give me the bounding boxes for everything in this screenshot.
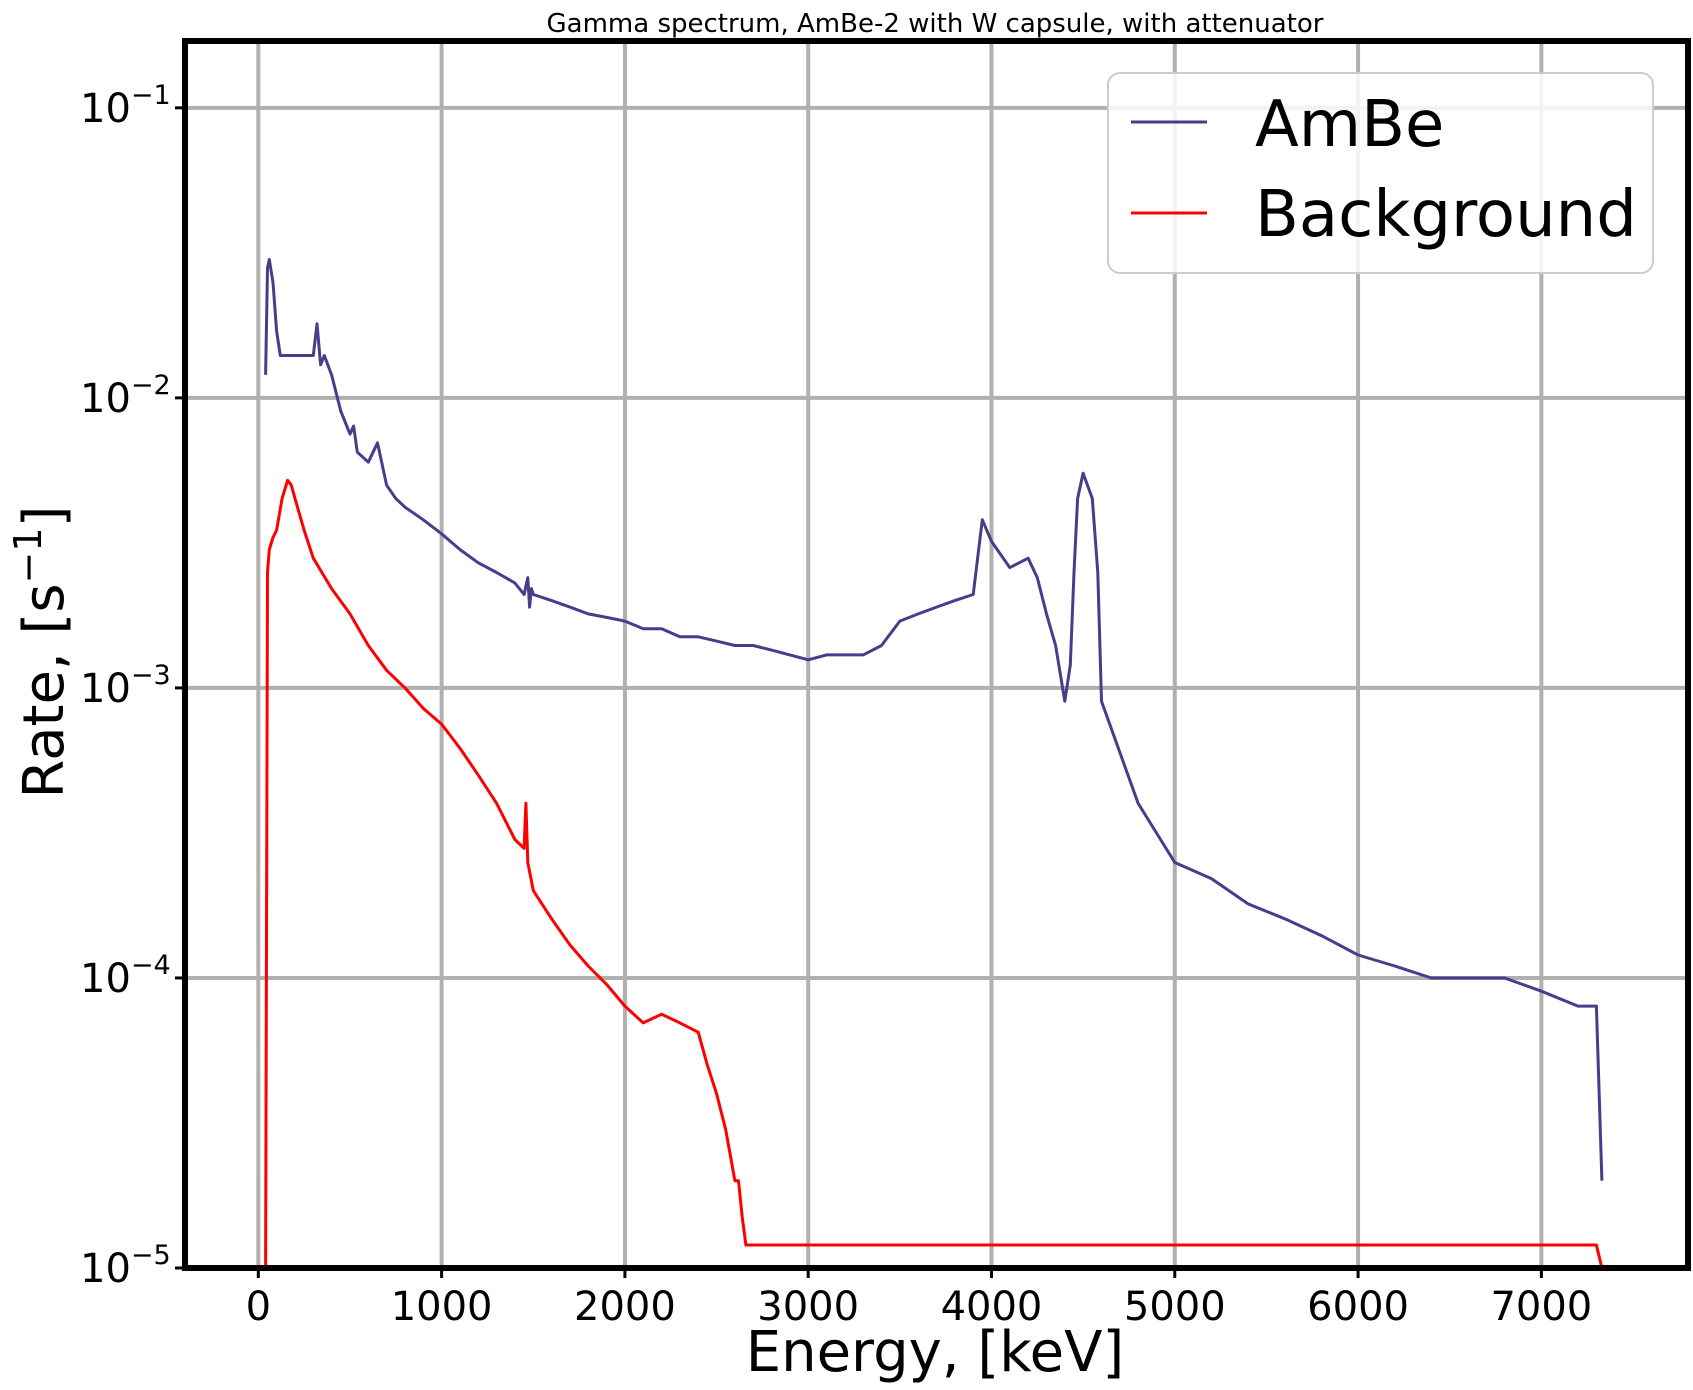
y-tick-label: 10−4: [80, 950, 171, 1002]
x-tick-label: 0: [246, 1284, 271, 1330]
legend-box: [1107, 72, 1654, 274]
legend-label-background: Background: [1255, 178, 1637, 252]
y-tick-label: 10−1: [80, 80, 171, 132]
y-axis-label-base: Rate, [s: [12, 583, 77, 798]
chart-title: Gamma spectrum, AmBe-2 with W capsule, w…: [547, 9, 1324, 39]
x-tick-label: 7000: [1490, 1284, 1592, 1330]
y-axis-label-end: ]: [12, 506, 77, 528]
y-tick-label: 10−2: [80, 370, 171, 422]
series-line-background: [264, 478, 1604, 1269]
x-tick-label: 5000: [1124, 1284, 1226, 1330]
x-tick-label: 3000: [757, 1284, 859, 1330]
y-axis-label: Rate, [s−1]: [6, 506, 77, 799]
legend-label-ambe: AmBe: [1255, 88, 1444, 162]
x-axis-label: Energy, [keV]: [746, 1320, 1125, 1385]
x-tick-label: 1000: [391, 1284, 493, 1330]
legend: AmBe Background: [1107, 72, 1654, 274]
y-tick-label: 10−5: [80, 1240, 171, 1292]
x-tick-label: 6000: [1307, 1284, 1409, 1330]
plot-frame: [182, 38, 1691, 1271]
y-tick-label: 10−3: [80, 660, 171, 712]
x-tick-label: 4000: [941, 1284, 1043, 1330]
series-layer: [264, 258, 1604, 1269]
series-line-ambe: [264, 258, 1604, 1181]
x-tick-label: 2000: [574, 1284, 676, 1330]
ticks: 0 1000 2000 3000 4000 5000 6000 7000 10−1 10−2 10−…: [80, 80, 1592, 1330]
y-axis-label-exponent: −1: [6, 527, 50, 583]
